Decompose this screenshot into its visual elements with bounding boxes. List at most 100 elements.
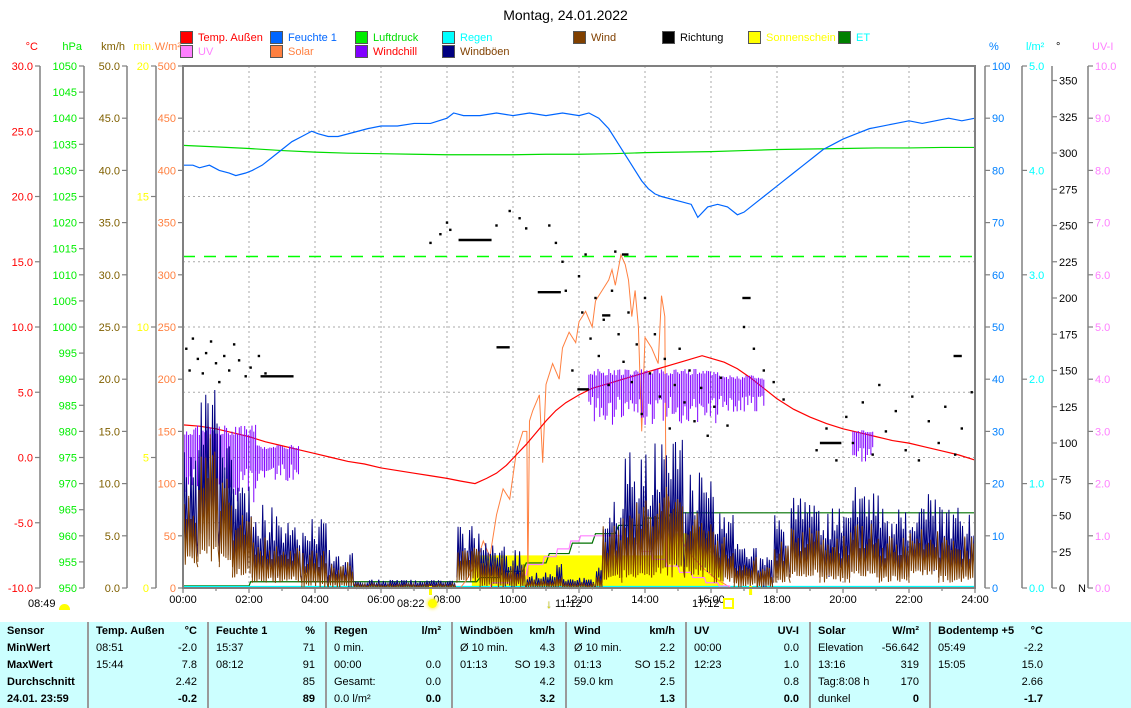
table-row: 15:44 7.8 [89, 657, 205, 674]
table-cell-value: -2.0 [178, 642, 197, 654]
legend-swatch-icon [180, 45, 193, 58]
series-Wind [218, 478, 233, 568]
legend-label: Regen [460, 31, 493, 44]
series-Richtung-dot [884, 430, 888, 433]
legend-item-uv: UV [180, 45, 213, 58]
series-Windböen [849, 487, 880, 573]
table-cell: 01:13 [574, 659, 602, 671]
axis-label: W/m² [155, 41, 182, 53]
axis-label: 5.0 [18, 387, 33, 399]
legend-item-et: ET [838, 31, 870, 44]
axis-label: 1015 [53, 244, 77, 256]
legend-swatch-icon [442, 45, 455, 58]
axis-label: 100 [992, 61, 1010, 73]
axis-label: 250 [158, 322, 176, 334]
axis-label: 60 [992, 270, 1004, 282]
table-row: Ø 10 min. 2.2 [567, 640, 683, 657]
table-row: 1.3 [567, 691, 683, 708]
axis-label: 20 [137, 61, 149, 73]
axis-label: 1040 [53, 113, 77, 125]
axis-label: 350 [1059, 76, 1077, 88]
legend-swatch-icon [573, 31, 586, 44]
table-cell-value: 0.0 [425, 659, 441, 671]
legend-item-sonnenschein: Sonnenschein [748, 31, 836, 44]
series-Richtung-dot [508, 209, 511, 213]
axis-label: 980 [59, 426, 77, 438]
series-Richtung-dot [581, 311, 584, 314]
table-row: 3.2 [453, 691, 563, 708]
axis-label: 325 [1059, 112, 1077, 124]
legend-swatch-icon [838, 31, 851, 44]
series-Richtung-dot [688, 369, 691, 372]
square-icon [722, 598, 734, 609]
table-column: Wind km/h Ø 10 min. 2.2 01:13 SO 15.2 59.0 km 2… [565, 622, 683, 708]
axis-label: 400 [158, 165, 176, 177]
axis-label: 50 [992, 322, 1004, 334]
axis-label: 25 [1059, 547, 1071, 559]
series-Richtung-dot [658, 395, 662, 398]
axis-label: min. [133, 41, 154, 53]
table-row: 01:13 SO 19.3 [453, 657, 563, 674]
series-Richtung-dot [589, 337, 592, 340]
table-cell: Elevation [818, 642, 864, 654]
series-Richtung-dot [643, 296, 647, 300]
series-Wind [621, 500, 653, 578]
axis-label: 1050 [53, 61, 77, 73]
series-Richtung-dot [627, 311, 630, 314]
series-Richtung-dot [561, 260, 564, 263]
table-cell: Temp. Außen [96, 625, 165, 637]
table-cell: 08:12 [216, 659, 244, 671]
series-Richtung-dot [584, 253, 587, 256]
series-Richtung-dot [204, 351, 208, 355]
axis-label: 950 [59, 583, 77, 595]
series-Wind [525, 579, 557, 589]
axis-label: 18:00 [763, 594, 791, 606]
axis-label: -10.0 [8, 583, 33, 595]
axis-label: 40.0 [99, 165, 120, 177]
table-row: Tag:8:08 h 170 [811, 674, 927, 691]
table-row: MaxWert [0, 657, 85, 674]
table-cell: 59.0 km [574, 676, 614, 688]
series-Richtung-dot [954, 453, 957, 456]
table-row: 13:16 319 [811, 657, 927, 674]
half-sun-icon [58, 604, 70, 610]
legend-label: Wind [591, 31, 617, 44]
series-Richtung-dot [640, 412, 643, 416]
series-Richtung-dot [223, 354, 226, 358]
table-row: Windböen km/h [453, 623, 563, 640]
series-Wind [733, 557, 758, 589]
axis-label: 0 [170, 583, 176, 595]
series-Wind [182, 495, 199, 568]
table-cell-value: °C [1030, 625, 1043, 637]
axis-label: 30 [992, 426, 1004, 438]
legend-label: Feuchte 1 [288, 31, 337, 44]
table-cell-value: 91 [302, 659, 315, 671]
sun-markers: 08:49 08:22 ↓ 11:12 17:12 [28, 598, 734, 610]
table-row: Elevation -56.642 [811, 640, 927, 657]
axis-label: 3.0 [1095, 426, 1110, 438]
axis-label: 200 [158, 374, 176, 386]
axis-label: 35.0 [99, 218, 120, 230]
legend-swatch-icon [270, 31, 283, 44]
axis-label: 10 [137, 322, 149, 334]
table-row: Durchschnitt [0, 674, 85, 691]
legend-swatch-icon [270, 45, 283, 58]
table-cell: Ø 10 min. [574, 642, 622, 654]
table-cell: 24.01. 23:59 [7, 693, 69, 705]
table-cell: Regen [334, 625, 368, 637]
table-cell-value: SO 19.3 [514, 659, 555, 671]
series-Richtung-dot [264, 372, 267, 375]
axis-label: 2.0 [1095, 479, 1110, 491]
table-cell: 0 min. [334, 642, 364, 654]
axis-label: 16:00 [697, 594, 725, 606]
table-cell-value: 0.8 [783, 676, 799, 688]
axis-label: 5 [143, 453, 149, 465]
table-row: Gesamt: 0.0 [327, 674, 449, 691]
table-cell: Feuchte 1 [216, 625, 268, 637]
legend-item-wind: Wind [573, 31, 616, 44]
table-column [1051, 622, 1127, 708]
axis-label: 4.0 [1095, 374, 1110, 386]
axis-label: 2.0 [1029, 374, 1044, 386]
table-row: 89 [209, 691, 323, 708]
table-cell-value: 0.0 [425, 676, 441, 688]
